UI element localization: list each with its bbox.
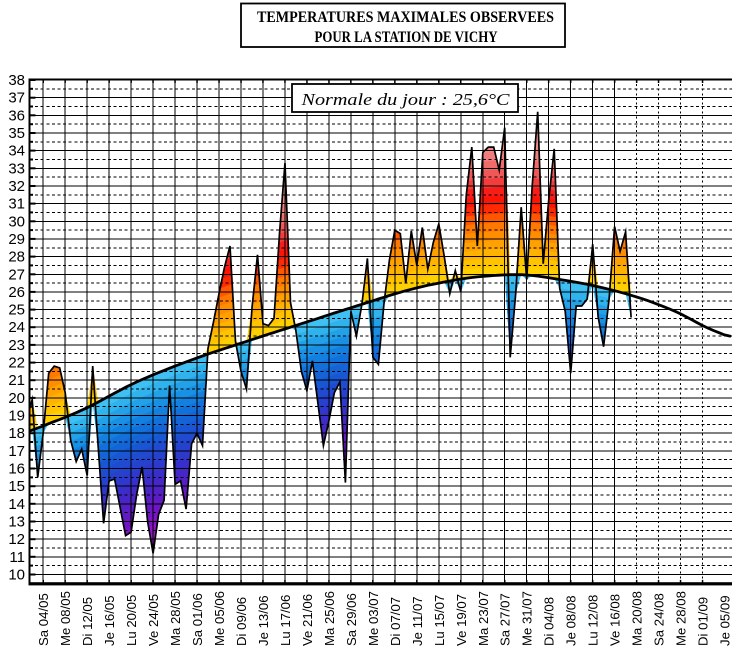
svg-text:Sa 04/05: Sa 04/05 xyxy=(36,593,51,646)
svg-text:Je 05/09: Je 05/09 xyxy=(718,595,732,646)
svg-text:Di 09/06: Di 09/06 xyxy=(234,597,249,646)
svg-text:Lu 12/08: Lu 12/08 xyxy=(586,595,601,646)
svg-text:Lu 20/05: Lu 20/05 xyxy=(124,595,139,646)
svg-text:Ma 25/06: Ma 25/06 xyxy=(322,591,337,646)
svg-text:17: 17 xyxy=(8,443,25,460)
svg-text:Sa 27/07: Sa 27/07 xyxy=(498,593,513,646)
svg-text:Lu 15/07: Lu 15/07 xyxy=(432,595,447,646)
svg-text:Me 28/08: Me 28/08 xyxy=(674,591,689,646)
svg-text:Lu 17/06: Lu 17/06 xyxy=(278,595,293,646)
svg-text:Di 01/09: Di 01/09 xyxy=(696,597,711,646)
svg-text:22: 22 xyxy=(8,355,25,372)
svg-text:29: 29 xyxy=(8,231,25,248)
svg-text:TEMPERATURES MAXIMALES OBSERVE: TEMPERATURES MAXIMALES OBSERVEES xyxy=(257,9,554,26)
svg-text:Ma 20/08: Ma 20/08 xyxy=(630,591,645,646)
svg-text:Me 31/07: Me 31/07 xyxy=(520,591,535,646)
svg-text:Sa 29/06: Sa 29/06 xyxy=(344,593,359,646)
svg-text:16: 16 xyxy=(8,461,25,478)
svg-text:28: 28 xyxy=(8,249,25,266)
svg-text:25: 25 xyxy=(8,302,25,319)
svg-text:34: 34 xyxy=(8,143,25,160)
svg-text:35: 35 xyxy=(8,125,25,142)
svg-text:Ve 21/06: Ve 21/06 xyxy=(300,594,315,646)
svg-text:Me 08/05: Me 08/05 xyxy=(58,591,73,646)
svg-text:12: 12 xyxy=(8,531,25,548)
svg-text:11: 11 xyxy=(9,549,25,566)
svg-text:Je 11/07: Je 11/07 xyxy=(410,596,425,646)
svg-text:18: 18 xyxy=(8,425,25,442)
svg-text:19: 19 xyxy=(8,408,25,425)
svg-text:Je 16/05: Je 16/05 xyxy=(102,595,117,646)
svg-text:Sa 24/08: Sa 24/08 xyxy=(652,593,667,646)
svg-text:26: 26 xyxy=(8,284,25,301)
svg-text:Di 04/08: Di 04/08 xyxy=(542,597,557,646)
svg-text:Sa 01/06: Sa 01/06 xyxy=(190,593,205,646)
svg-text:24: 24 xyxy=(8,319,25,336)
svg-text:Me 03/07: Me 03/07 xyxy=(366,591,381,646)
svg-text:Je 13/06: Je 13/06 xyxy=(256,595,271,646)
svg-text:20: 20 xyxy=(8,390,25,407)
svg-text:30: 30 xyxy=(8,213,25,230)
svg-text:33: 33 xyxy=(8,160,25,177)
svg-text:Me 05/06: Me 05/06 xyxy=(212,591,227,646)
svg-text:Normale du jour : 25,6°C: Normale du jour : 25,6°C xyxy=(300,90,510,109)
svg-text:Ma 28/05: Ma 28/05 xyxy=(168,591,183,646)
svg-text:POUR LA STATION DE VICHY: POUR LA STATION DE VICHY xyxy=(315,29,498,46)
svg-text:Di 12/05: Di 12/05 xyxy=(80,597,95,646)
svg-text:21: 21 xyxy=(8,372,25,389)
svg-text:38: 38 xyxy=(8,72,25,89)
svg-text:Ve 24/05: Ve 24/05 xyxy=(146,594,161,646)
svg-text:Ve 16/08: Ve 16/08 xyxy=(608,594,623,646)
svg-text:Je 08/08: Je 08/08 xyxy=(564,595,579,646)
svg-text:10: 10 xyxy=(8,567,25,584)
svg-text:23: 23 xyxy=(8,337,25,354)
svg-text:37: 37 xyxy=(8,90,25,107)
svg-text:Di 07/07: Di 07/07 xyxy=(388,597,403,646)
svg-text:Ve 19/07: Ve 19/07 xyxy=(454,594,469,646)
svg-text:13: 13 xyxy=(8,514,25,531)
svg-text:36: 36 xyxy=(8,107,25,124)
svg-text:31: 31 xyxy=(8,196,25,213)
svg-text:14: 14 xyxy=(8,496,25,513)
svg-text:27: 27 xyxy=(8,266,25,283)
svg-text:15: 15 xyxy=(8,478,25,495)
svg-text:32: 32 xyxy=(8,178,25,195)
svg-text:Ma 23/07: Ma 23/07 xyxy=(476,591,491,646)
